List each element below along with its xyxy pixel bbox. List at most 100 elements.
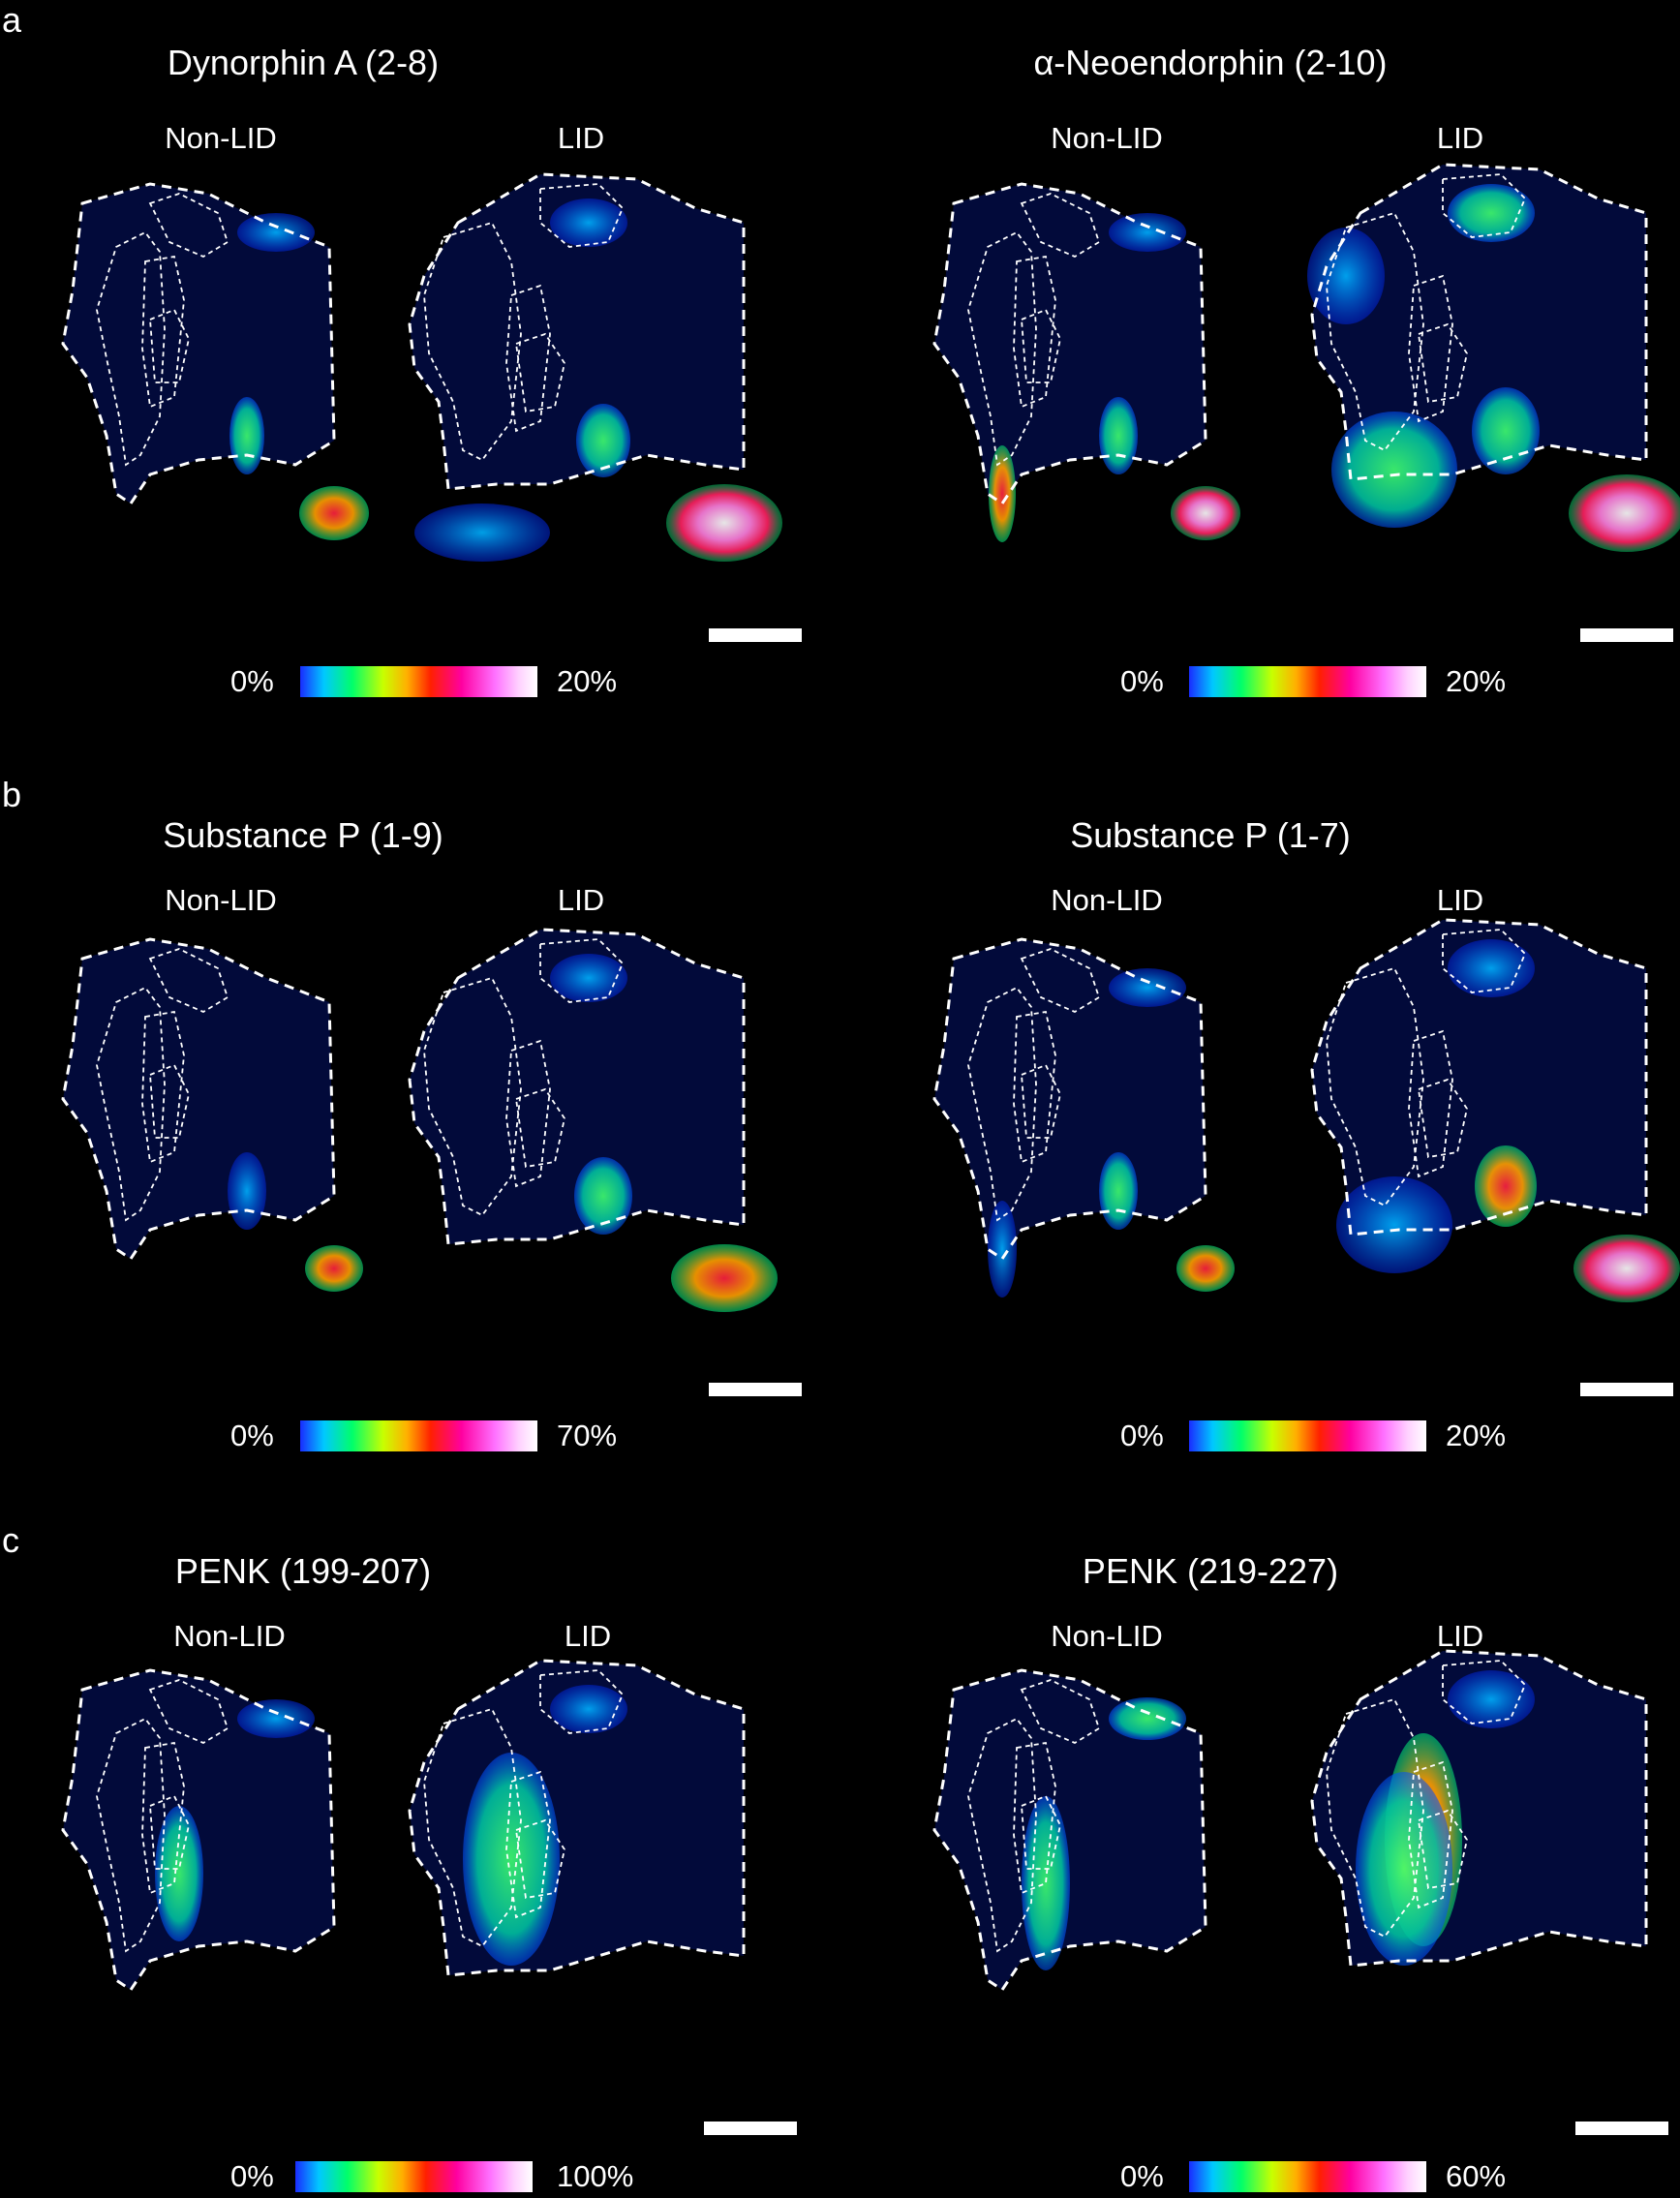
region-outline	[149, 1063, 190, 1139]
region-outline	[1021, 1063, 1061, 1139]
region-outline	[141, 255, 185, 409]
region-outline	[515, 332, 565, 413]
region-outline	[505, 1770, 551, 1919]
condition-label: LID	[564, 1619, 612, 1653]
intensity-region	[299, 486, 369, 540]
scale-bar	[709, 1383, 802, 1396]
colorbar-min-label: 0%	[230, 1419, 274, 1452]
region-outline	[423, 976, 522, 1217]
tissue-background	[1312, 165, 1646, 479]
panel-letter-a: a	[2, 0, 22, 40]
intensity-region	[1336, 1176, 1452, 1273]
region-outline	[515, 1818, 565, 1900]
region-outline	[1020, 193, 1101, 259]
colorbar	[300, 666, 537, 697]
colorbar	[295, 2161, 533, 2192]
tissue-outline	[932, 182, 1207, 506]
tissue-background	[934, 939, 1206, 1259]
colorbar-max-label: 70%	[557, 1419, 618, 1452]
tissue-background	[410, 930, 744, 1244]
intensity-region	[1109, 968, 1186, 1007]
region-outline	[423, 1707, 522, 1948]
condition-label: Non-LID	[1051, 121, 1163, 155]
tissue-background	[1312, 920, 1646, 1235]
tissue-background	[934, 1670, 1206, 1990]
intensity-region	[666, 484, 782, 562]
region-outline	[1326, 966, 1424, 1207]
intensity-region	[1307, 228, 1385, 324]
tissue-outline	[61, 937, 336, 1262]
colorbar-min-label: 0%	[1120, 2159, 1164, 2193]
region-outline	[1020, 948, 1101, 1014]
region-outline	[149, 308, 190, 383]
intensity-region	[305, 1245, 363, 1292]
region-outline	[967, 986, 1037, 1222]
panel-letter-b: b	[2, 775, 22, 814]
region-outline	[505, 1039, 551, 1188]
colorbar-max-label: 20%	[1446, 664, 1507, 698]
region-outline	[515, 1087, 565, 1169]
tissue-background	[63, 939, 334, 1259]
region-outline	[1418, 1809, 1468, 1890]
tissue-outline	[408, 1659, 746, 1977]
condition-label: LID	[1436, 883, 1484, 917]
scale-bar	[1580, 1383, 1673, 1396]
region-outline	[1013, 1010, 1056, 1164]
intensity-region	[1448, 184, 1535, 242]
brain-section	[932, 937, 1235, 1297]
intensity-region	[463, 1753, 560, 1966]
tissue-outline	[408, 172, 746, 491]
condition-label: Non-LID	[1051, 883, 1163, 917]
tissue-background	[63, 1670, 334, 1990]
brain-section	[932, 182, 1240, 542]
tissue-outline	[1310, 918, 1648, 1236]
condition-label: LID	[1436, 121, 1484, 155]
colorbar-min-label: 0%	[230, 2159, 274, 2193]
region-outline	[149, 1794, 190, 1870]
intensity-region	[1109, 1697, 1186, 1740]
tissue-outline	[408, 928, 746, 1246]
brain-section	[408, 172, 782, 562]
condition-label: Non-LID	[165, 883, 277, 917]
intensity-region	[1099, 397, 1138, 474]
tissue-background	[410, 174, 744, 489]
colorbar-min-label: 0%	[1120, 664, 1164, 698]
intensity-region	[574, 1157, 632, 1235]
region-outline	[141, 1010, 185, 1164]
condition-label: Non-LID	[1051, 1619, 1163, 1653]
brain-section	[1307, 163, 1680, 552]
brain-section	[1310, 1649, 1648, 1968]
intensity-region	[414, 504, 550, 562]
brain-section	[932, 1668, 1207, 1993]
region-outline	[967, 1717, 1037, 1953]
intensity-region	[1176, 1245, 1235, 1292]
tissue-outline	[932, 937, 1207, 1262]
region-outline	[1021, 1794, 1061, 1870]
region-outline	[423, 221, 522, 462]
region-outline	[141, 1741, 185, 1895]
intensity-region	[1331, 412, 1457, 528]
scale-bar	[1580, 628, 1673, 642]
scale-bar	[704, 2122, 797, 2135]
intensity-region	[1171, 486, 1240, 540]
intensity-region	[237, 1699, 315, 1738]
intensity-region	[550, 198, 627, 247]
tissue-outline	[1310, 163, 1648, 481]
region-outline	[148, 948, 229, 1014]
brain-section	[61, 182, 369, 540]
region-outline	[1408, 1760, 1453, 1909]
colorbar-max-label: 20%	[1446, 1419, 1507, 1452]
brain-section	[408, 1659, 746, 1977]
region-outline	[1326, 1697, 1424, 1939]
brain-section	[408, 928, 778, 1312]
colorbar-max-label: 100%	[557, 2159, 634, 2193]
panel-title: α-Neoendorphin (2-10)	[1033, 43, 1388, 82]
colorbar-min-label: 0%	[230, 664, 274, 698]
colorbar-max-label: 60%	[1446, 2159, 1507, 2193]
tissue-outline	[932, 1668, 1207, 1993]
tissue-outline	[61, 182, 336, 506]
brain-section	[61, 937, 363, 1292]
intensity-region	[1448, 939, 1535, 997]
intensity-region	[1472, 387, 1540, 474]
intensity-region	[1569, 474, 1680, 552]
